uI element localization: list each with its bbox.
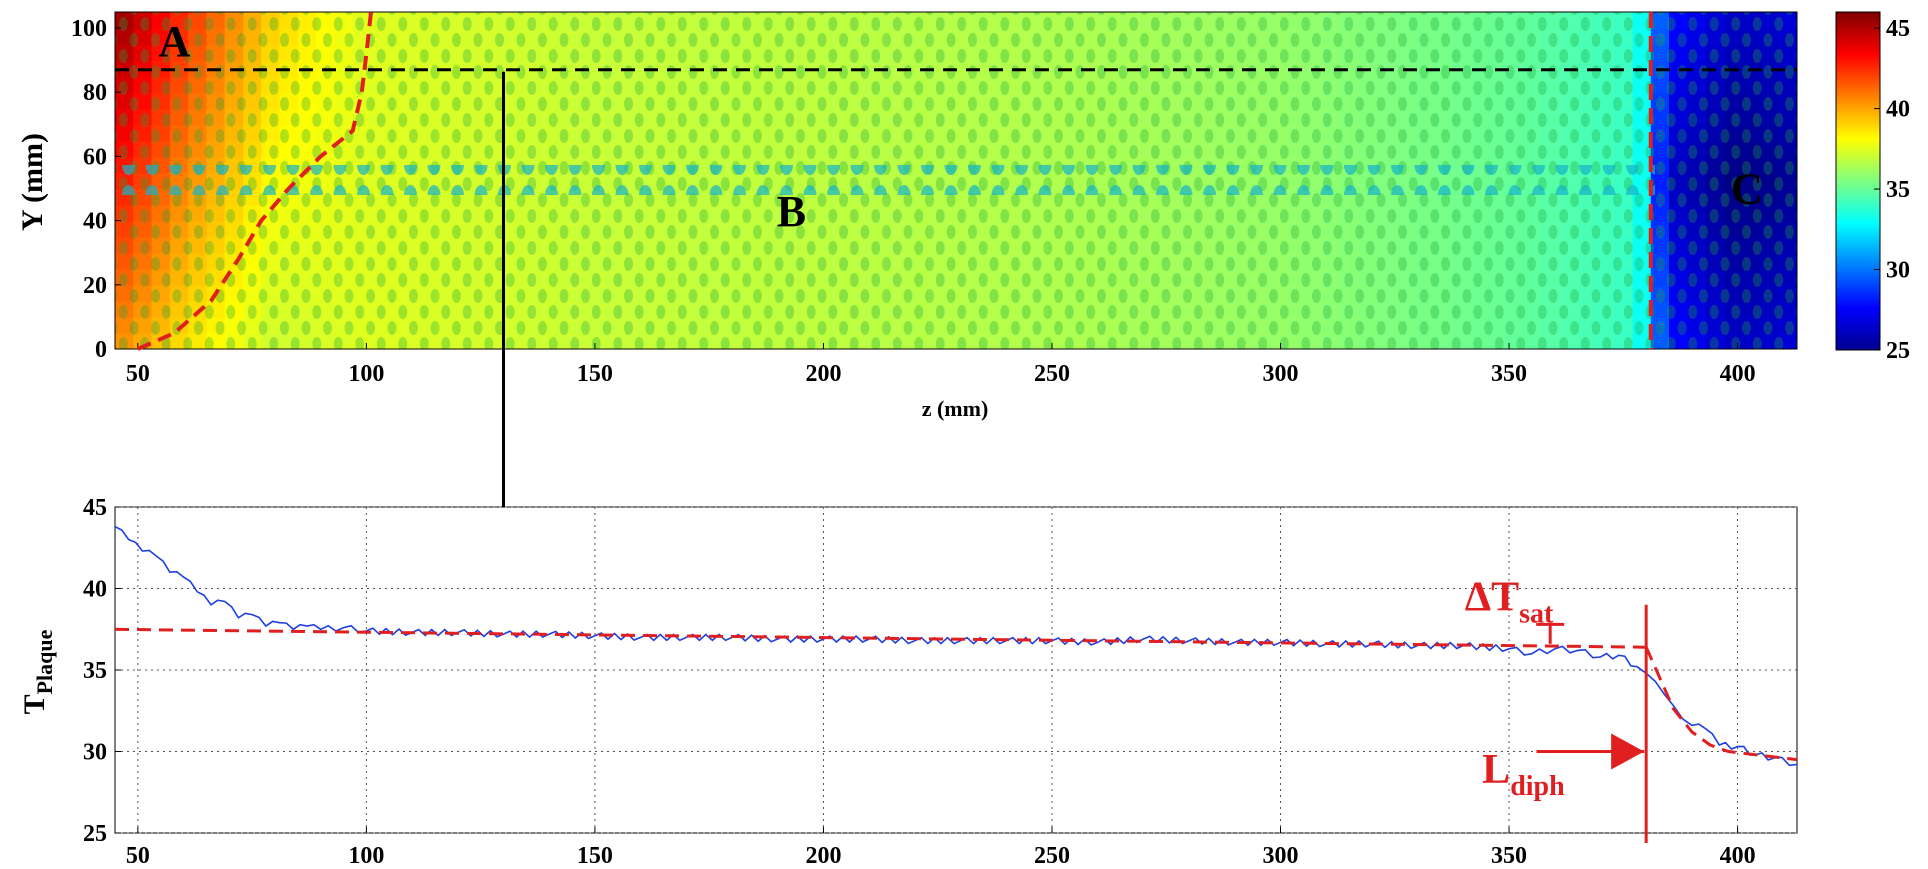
delta-t-label: ΔTsat bbox=[1465, 574, 1554, 629]
y-tick-label: 80 bbox=[83, 80, 107, 106]
heatmap-y-ticks: 0 20 40 60 80 100 bbox=[71, 16, 121, 363]
y-tick-label: 40 bbox=[83, 577, 107, 603]
plot-y-label-sub: Plaque bbox=[32, 629, 57, 694]
y-tick-label: 35 bbox=[83, 658, 107, 684]
region-label: C bbox=[1731, 165, 1763, 214]
region-label: B bbox=[777, 187, 806, 236]
y-tick-label: 45 bbox=[83, 495, 107, 521]
heatmap-center-row bbox=[115, 165, 1655, 195]
plot-y-ticks: 25 30 35 40 45 bbox=[83, 495, 121, 847]
delta-t-main: ΔT bbox=[1465, 574, 1519, 620]
heatmap-x-ticks: 50 100 150 200 250 300 350 400 bbox=[126, 343, 1756, 387]
colorbar-tick-label: 45 bbox=[1886, 16, 1910, 42]
plot-grid bbox=[115, 506, 1797, 834]
y-tick-label: 0 bbox=[95, 337, 107, 363]
colorbar-gradient bbox=[1835, 11, 1881, 351]
colorbar-ticks: 25 30 35 40 45 bbox=[1874, 16, 1910, 364]
temperature-heatmap: 50 100 150 200 250 300 350 400 0 20 40 60 80 100 z (… bbox=[16, 11, 1798, 421]
heatmap-x-label: z (mm) bbox=[922, 396, 989, 421]
x-tick-label: 100 bbox=[348, 843, 384, 869]
region-label: A bbox=[159, 17, 191, 66]
x-tick-label: 250 bbox=[1034, 843, 1070, 869]
plot-x-ticks: 50 100 150 200 250 300 350 400 bbox=[126, 827, 1756, 869]
y-tick-label: 30 bbox=[83, 740, 107, 766]
x-tick-label: 200 bbox=[805, 361, 841, 387]
x-tick-label: 350 bbox=[1491, 361, 1527, 387]
x-tick-label: 400 bbox=[1720, 361, 1756, 387]
heatmap-frame bbox=[114, 11, 1798, 350]
heatmap-y-label: Y (mm) bbox=[16, 133, 49, 231]
fit-line-plateau bbox=[114, 627, 1647, 649]
length-sub: diph bbox=[1510, 771, 1565, 802]
x-tick-label: 250 bbox=[1034, 361, 1070, 387]
x-tick-label: 150 bbox=[577, 843, 613, 869]
colorbar-tick-label: 25 bbox=[1886, 338, 1910, 364]
y-tick-label: 60 bbox=[83, 144, 107, 170]
length-label: Ldiph bbox=[1482, 747, 1565, 802]
delta-t-sub: sat bbox=[1519, 598, 1554, 629]
colorbar: 25 30 35 40 45 bbox=[1835, 11, 1910, 364]
plot-y-label: TPlaque bbox=[18, 629, 57, 714]
y-tick-label: 40 bbox=[83, 209, 107, 235]
plot-y-label-main: T bbox=[18, 694, 51, 714]
x-tick-label: 50 bbox=[126, 361, 150, 387]
colorbar-tick-label: 40 bbox=[1886, 97, 1910, 123]
x-tick-label: 400 bbox=[1720, 843, 1756, 869]
colorbar-tick-label: 30 bbox=[1886, 258, 1910, 284]
y-tick-label: 20 bbox=[83, 273, 107, 299]
length-main: L bbox=[1482, 747, 1510, 793]
colorbar-tick-label: 35 bbox=[1886, 177, 1910, 203]
region-labels: A B C bbox=[159, 17, 1763, 236]
x-tick-label: 200 bbox=[805, 843, 841, 869]
y-tick-label: 25 bbox=[83, 821, 107, 847]
x-tick-label: 300 bbox=[1263, 843, 1299, 869]
x-tick-label: 150 bbox=[577, 361, 613, 387]
temperature-profile-plot: 50 100 150 200 250 300 350 400 25 30 35 40 45 ΔTsat… bbox=[18, 495, 1798, 869]
front-curve bbox=[137, 11, 373, 351]
y-tick-label: 100 bbox=[71, 16, 107, 42]
delta-t-bracket bbox=[1536, 622, 1565, 644]
x-tick-label: 50 bbox=[126, 843, 150, 869]
x-tick-label: 350 bbox=[1491, 843, 1527, 869]
fit-line-drop bbox=[1644, 646, 1798, 762]
x-tick-label: 300 bbox=[1263, 361, 1299, 387]
x-tick-label: 100 bbox=[348, 361, 384, 387]
